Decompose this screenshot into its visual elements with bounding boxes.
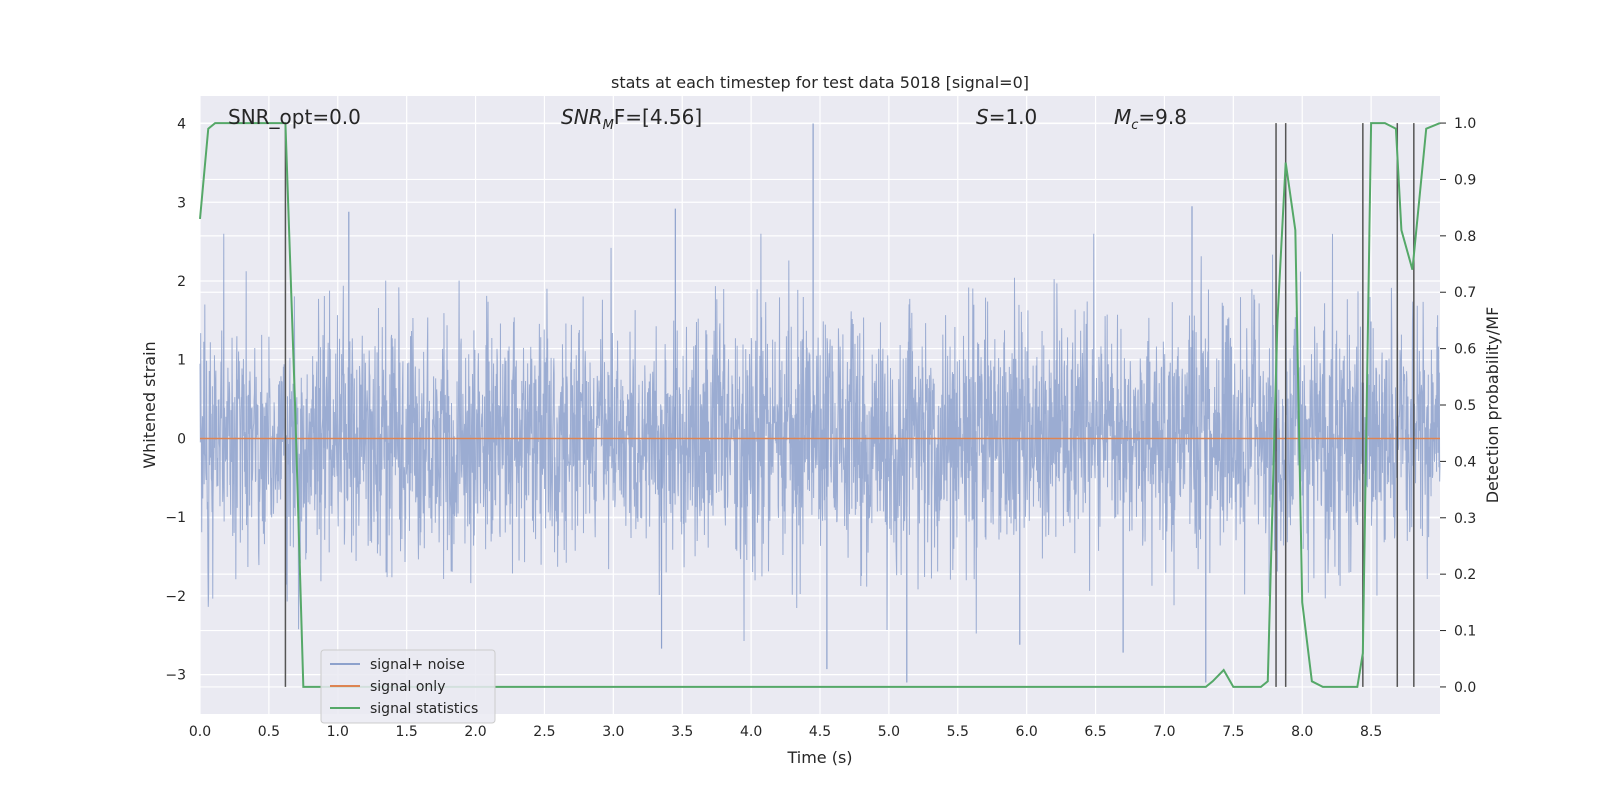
annotation-snr-mf: SNRMF=[4.56] [561,105,702,133]
signal-noise-line [199,233,1441,641]
legend-label-signal-only: signal only [370,679,445,695]
y-axis-left-ticks: 4 3 2 1 0 −1 −2 −3 [165,117,186,684]
annotation-snr-mf-sub: M [603,118,614,133]
x-tick-label-17: 8.5 [1360,724,1382,740]
annotation-s-main: S [976,105,989,129]
y-tick-label-5: −1 [165,510,186,526]
signal-statistics-line [199,122,1441,688]
y2-axis-label: Detection probability/MF [1483,307,1502,504]
legend-label-signal-statistics: signal statistics [370,701,478,717]
x-tick-label-14: 7.0 [1153,724,1175,740]
y-axis-right-ticks: 1.0 0.9 0.8 0.7 0.6 0.5 0.4 0.3 0.2 0.1 0.0 [1440,116,1476,696]
annotation-mc-main: M [1114,105,1131,129]
x-tick-label-5: 2.5 [533,724,555,740]
x-axis-label: Time (s) [786,748,852,767]
y2-tick-label-6: 0.4 [1454,454,1476,470]
x-tick-label-0: 0.0 [189,724,211,740]
x-tick-label-10: 5.0 [878,724,900,740]
y2-tick-label-2: 0.8 [1454,229,1476,245]
annotation-snr-mf-main: SNR [561,105,603,129]
y2-tick-label-0: 1.0 [1454,116,1476,132]
x-tick-label-8: 4.0 [740,724,762,740]
annotation-mc: Mc=9.8 [1114,105,1187,133]
x-tick-label-9: 4.5 [809,724,831,740]
annotation-snr-opt: SNR_opt=0.0 [228,105,361,129]
x-axis-ticks: 0.0 0.5 1.0 1.5 2.0 2.5 3.0 3.5 4.0 4.5 5.0 5.5 6.0 6… [189,724,1382,740]
y2-tick-label-3: 0.7 [1454,285,1476,301]
legend-label-signal-noise: signal+ noise [370,657,465,673]
x-tick-label-4: 2.0 [464,724,486,740]
series-signal-statistics [199,122,1441,688]
y-axis-label: Whitened strain [140,341,159,468]
x-tick-label-11: 5.5 [947,724,969,740]
y2-tick-label-7: 0.3 [1454,511,1476,527]
y2-tick-label-8: 0.2 [1454,567,1476,583]
x-tick-label-16: 8.0 [1291,724,1313,740]
y-tick-label-1: 3 [177,195,186,211]
y-tick-label-6: −2 [165,589,186,605]
series-signal-noise [199,123,1441,683]
x-tick-label-2: 1.0 [327,724,349,740]
y2-tick-label-4: 0.6 [1454,342,1476,358]
annotation-snr-mf-rest: F=[4.56] [614,105,702,129]
x-tick-label-13: 6.5 [1084,724,1106,740]
y2-tick-label-9: 0.1 [1454,624,1476,640]
y2-tick-label-1: 0.9 [1454,172,1476,188]
y-tick-label-4: 0 [177,431,186,447]
x-tick-label-7: 3.5 [671,724,693,740]
annotation-s: S=1.0 [976,105,1037,129]
legend: signal+ noise signal only signal statist… [320,649,496,724]
y2-tick-label-10: 0.0 [1454,680,1476,696]
y-tick-label-7: −3 [165,668,186,684]
x-tick-label-12: 6.0 [1016,724,1038,740]
y-tick-label-2: 2 [177,274,186,290]
x-tick-label-3: 1.5 [396,724,418,740]
y2-tick-label-5: 0.5 [1454,398,1476,414]
y-tick-label-0: 4 [177,117,186,133]
y-tick-label-3: 1 [177,353,186,369]
annotation-mc-sub: c [1131,118,1138,133]
annotation-s-rest: =1.0 [989,105,1038,129]
legend-frame [320,649,496,724]
x-tick-label-15: 7.5 [1222,724,1244,740]
x-tick-label-6: 3.0 [602,724,624,740]
chart-title: stats at each timestep for test data 501… [611,73,1029,92]
annotation-mc-rest: =9.8 [1138,105,1187,129]
x-tick-label-1: 0.5 [258,724,280,740]
